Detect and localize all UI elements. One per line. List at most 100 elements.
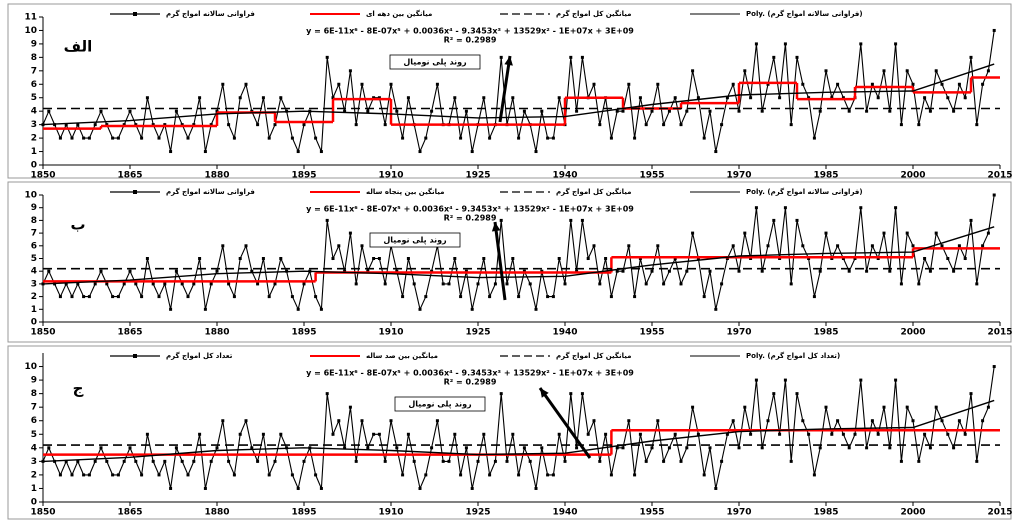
- point-marker: [928, 446, 932, 450]
- y-tick-label: 2: [31, 292, 37, 302]
- annotation-arrow: [493, 221, 507, 301]
- point-marker: [93, 459, 97, 463]
- point-marker: [836, 244, 840, 248]
- y-tick-label: 5: [31, 254, 37, 264]
- point-marker: [314, 473, 318, 477]
- point-marker: [151, 459, 155, 463]
- point-marker: [586, 432, 590, 436]
- point-marker: [406, 432, 410, 436]
- y-tick-label: 8: [31, 53, 37, 63]
- x-tick-label: 1940: [552, 328, 577, 338]
- point-marker: [70, 473, 74, 477]
- x-tick-label: 1850: [30, 328, 55, 338]
- y-tick-label: 9: [31, 39, 37, 49]
- point-marker: [650, 109, 654, 113]
- point-marker: [140, 136, 144, 140]
- x-tick-label: 1940: [552, 171, 577, 181]
- point-marker: [563, 459, 567, 463]
- point-marker: [778, 432, 782, 436]
- point-marker: [749, 257, 753, 260]
- point-marker: [691, 405, 695, 409]
- point-marker: [499, 218, 503, 222]
- y-tick-label: 0: [31, 498, 37, 508]
- y-tick-label: 0: [31, 318, 37, 328]
- point-marker: [412, 459, 416, 463]
- annotation: روند پلی نومیال: [403, 58, 467, 67]
- point-marker: [395, 446, 399, 450]
- point-marker: [221, 419, 225, 423]
- point-marker: [830, 432, 834, 436]
- point-marker: [911, 244, 915, 248]
- point-marker: [569, 55, 573, 59]
- point-marker: [575, 446, 579, 450]
- point-marker: [441, 459, 445, 463]
- point-marker: [105, 282, 109, 286]
- point-marker: [841, 96, 845, 100]
- point-marker: [238, 96, 242, 100]
- point-marker: [795, 218, 799, 222]
- point-marker: [928, 269, 932, 273]
- point-marker: [47, 446, 51, 450]
- point-marker: [296, 486, 300, 490]
- point-marker: [946, 257, 950, 260]
- point-marker: [720, 282, 724, 286]
- x-tick-label: 1970: [726, 508, 751, 518]
- point-marker: [580, 55, 584, 59]
- point-marker: [250, 446, 254, 450]
- y-tick-label: 10: [24, 362, 37, 372]
- point-marker: [795, 55, 799, 59]
- point-marker: [870, 244, 874, 248]
- point-marker: [192, 123, 196, 127]
- point-marker: [198, 257, 202, 260]
- point-marker: [696, 257, 700, 260]
- point-marker: [888, 109, 892, 113]
- y-tick-label: 4: [31, 443, 37, 453]
- point-marker: [325, 55, 329, 59]
- point-marker: [725, 432, 729, 436]
- point-marker: [870, 419, 874, 423]
- point-marker: [337, 82, 341, 86]
- point-marker: [986, 69, 990, 73]
- point-marker: [232, 295, 236, 299]
- point-marker: [557, 257, 561, 260]
- point-marker: [435, 419, 439, 423]
- point-marker: [888, 446, 892, 450]
- annotation-box: [369, 232, 461, 248]
- y-tick-label: 7: [31, 229, 37, 239]
- point-marker: [250, 109, 254, 113]
- point-marker: [876, 257, 880, 260]
- x-tick-label: 1895: [291, 171, 316, 181]
- point-marker: [946, 432, 950, 436]
- point-marker: [302, 282, 306, 286]
- point-marker: [360, 82, 364, 86]
- point-marker: [783, 42, 787, 46]
- point-marker: [476, 459, 480, 463]
- legend-label: میانگین بین پنجاه ساله: [366, 187, 444, 196]
- point-marker: [569, 392, 573, 396]
- point-marker: [331, 96, 335, 100]
- point-marker: [273, 282, 277, 286]
- x-tick-label: 1970: [726, 328, 751, 338]
- point-marker: [876, 96, 880, 100]
- point-marker: [963, 257, 967, 260]
- point-marker: [528, 282, 532, 286]
- point-marker: [406, 96, 410, 100]
- point-marker: [702, 295, 706, 299]
- x-tick-label: 1955: [639, 328, 664, 338]
- point-marker: [975, 123, 979, 127]
- annual-line: [42, 30, 995, 154]
- point-marker: [267, 295, 271, 299]
- y-tick-label: 1: [31, 484, 37, 494]
- point-marker: [395, 269, 399, 273]
- point-marker: [522, 109, 526, 113]
- point-marker: [441, 282, 445, 286]
- point-marker: [714, 486, 718, 490]
- point-marker: [969, 392, 973, 396]
- point-marker: [116, 136, 120, 140]
- y-tick-label: 0: [31, 161, 37, 171]
- point-marker: [592, 82, 596, 86]
- point-marker: [459, 473, 463, 477]
- point-marker: [354, 123, 358, 127]
- point-marker: [714, 307, 718, 311]
- x-tick-label: 1910: [378, 171, 403, 181]
